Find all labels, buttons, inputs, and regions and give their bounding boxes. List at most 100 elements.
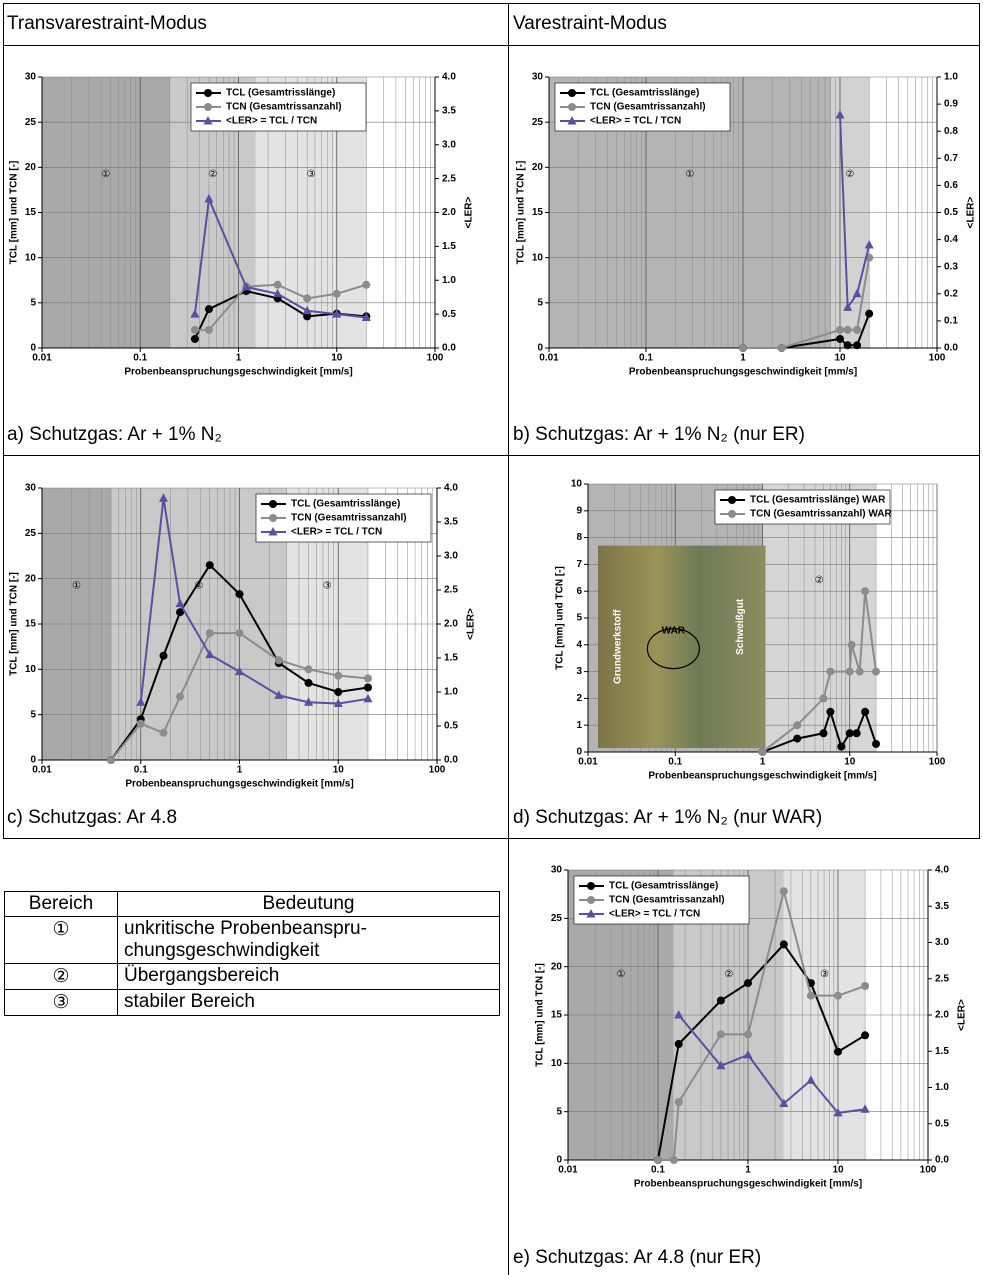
caption: b) Schutzgas: Ar + 1% N₂ (nur ER)	[513, 424, 805, 445]
y-tick-label: 20	[25, 573, 37, 584]
y-tick-label: 30	[25, 483, 37, 494]
marker	[861, 707, 870, 716]
y-tick-label: 1	[576, 720, 582, 731]
y2-tick-label: 3.5	[935, 901, 949, 912]
chart: 0.01 0.1 1 10 100 0 1 2 3 4 5 6 7 8 9 10 Probenbeanspruc…	[555, 479, 946, 782]
y2-axis-label: <LER>	[957, 999, 968, 1031]
marker	[843, 302, 853, 311]
marker	[302, 305, 312, 315]
marker	[204, 305, 213, 314]
region-label: ②	[724, 969, 733, 980]
y-tick-label: 10	[532, 252, 544, 263]
annotation: Schweißgut	[735, 598, 746, 655]
y-tick-label: 2	[576, 693, 582, 704]
x-tick-label: 100	[929, 757, 946, 768]
x-tick-label: 10	[844, 757, 856, 768]
legend-marker	[587, 896, 595, 904]
legend-marker	[203, 116, 213, 125]
marker	[274, 656, 283, 665]
y2-tick-label: 1.5	[442, 241, 456, 252]
y-tick-label: 0	[30, 755, 36, 766]
y2-tick-label: 0.0	[444, 755, 458, 766]
marker	[136, 697, 146, 706]
column-header: Transvarestraint-Modus	[7, 13, 207, 34]
caption: e) Schutzgas: Ar 4.8 (nur ER)	[513, 1247, 762, 1268]
x-tick-label: 1	[236, 353, 242, 364]
y2-tick-label: 0.3	[944, 261, 958, 272]
marker	[176, 608, 185, 617]
legend-marker	[586, 909, 596, 918]
marker	[273, 280, 282, 289]
marker	[779, 887, 788, 896]
legend-marker	[587, 882, 595, 890]
marker	[716, 1030, 725, 1039]
y-tick-label: 25	[25, 117, 37, 128]
x-tick-label: 10	[834, 353, 846, 364]
y-tick-label: 5	[537, 297, 543, 308]
marker	[716, 1060, 726, 1070]
y-tick-label: 9	[576, 505, 582, 516]
marker	[861, 982, 870, 990]
region-label: ②	[845, 169, 854, 180]
legend-label: TCL (Gesamtrisslänge)	[609, 881, 718, 892]
y-tick-label: 6	[576, 586, 582, 597]
marker	[845, 667, 854, 676]
y2-tick-label: 2.5	[935, 973, 949, 984]
region-label: ①	[616, 969, 625, 980]
photo-inset	[598, 545, 766, 748]
y2-tick-label: 4.0	[444, 483, 458, 494]
y2-tick-label: 4.0	[935, 865, 949, 876]
y-tick-label: 4	[576, 639, 582, 650]
marker	[793, 734, 802, 743]
x-tick-label: 1	[760, 757, 766, 768]
x-tick-label: 0.1	[134, 765, 148, 776]
marker	[861, 587, 870, 596]
marker	[861, 1031, 870, 1040]
marker	[274, 690, 284, 699]
y2-tick-label: 1.5	[935, 1046, 949, 1057]
region-label: ②	[208, 169, 217, 180]
y2-tick-label: 0.2	[944, 288, 958, 299]
legend-label: <LER> = TCL / TCN	[226, 116, 317, 127]
marker	[845, 729, 854, 738]
x-tick-label: 0.01	[32, 353, 52, 364]
chart: 0.01 0.1 1 10 100 0 5 10 15 20 25 30 0.0 0.5 1.0 1.5 2.0…	[535, 865, 968, 1190]
marker	[176, 692, 185, 701]
y-axis-label: TCL [mm] und TCN [-]	[9, 572, 20, 676]
marker	[304, 665, 313, 674]
marker	[332, 309, 342, 318]
y2-tick-label: 1.5	[444, 653, 458, 664]
x-tick-label: 0.01	[32, 765, 52, 776]
y-tick-label: 25	[532, 117, 544, 128]
marker	[204, 325, 213, 334]
caption: c) Schutzgas: Ar 4.8	[7, 807, 178, 828]
legend-marker	[268, 527, 278, 536]
x-tick-label: 100	[920, 1165, 937, 1176]
y2-tick-label: 3.0	[935, 937, 949, 948]
series-line	[110, 563, 369, 761]
y-tick-label: 20	[25, 162, 37, 173]
annotation: WAR	[662, 625, 686, 636]
y2-tick-label: 0.0	[944, 343, 958, 354]
marker	[779, 1098, 789, 1107]
y-axis-label: TCL [mm] und TCN [-]	[535, 963, 546, 1067]
marker	[136, 719, 145, 728]
y-tick-label: 15	[532, 207, 544, 218]
marker	[674, 1040, 683, 1048]
marker	[107, 756, 116, 764]
y2-tick-label: 0.5	[944, 207, 958, 218]
marker	[334, 671, 343, 680]
annotation-ellipse	[646, 628, 700, 670]
x-tick-label: 0.1	[668, 757, 682, 768]
legend-label: TCN (Gesamtrissanzahl)	[291, 513, 407, 524]
marker	[303, 312, 312, 321]
marker	[363, 683, 372, 692]
annotation: Grundwerkstoff	[613, 609, 624, 684]
y-tick-label: 20	[532, 162, 544, 173]
marker	[333, 698, 343, 708]
marker	[235, 666, 244, 676]
y-tick-label: 0	[30, 343, 36, 354]
marker	[669, 1156, 678, 1164]
